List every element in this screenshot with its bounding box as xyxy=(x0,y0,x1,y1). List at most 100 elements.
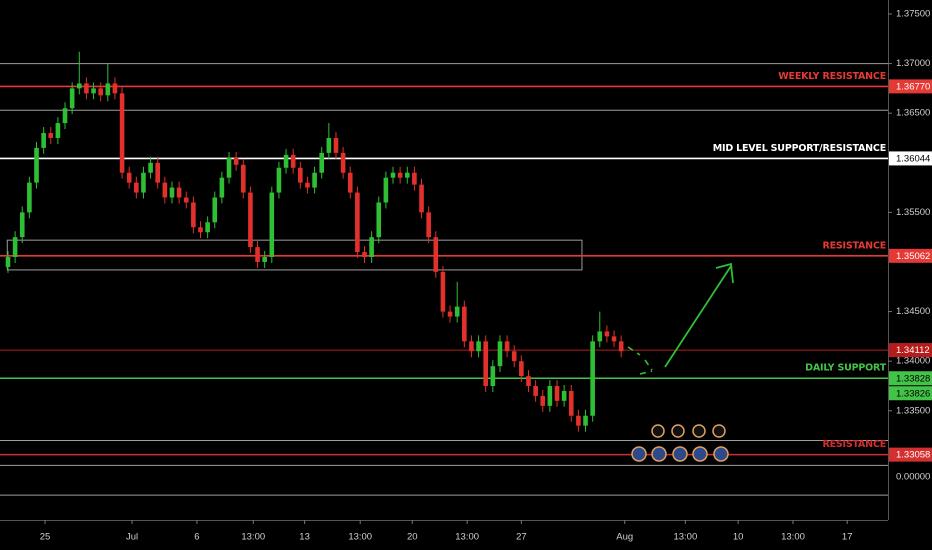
price-label: 1.33826 xyxy=(896,388,930,399)
candle-body xyxy=(426,212,431,238)
price-label-box xyxy=(889,386,932,401)
event-icon xyxy=(672,446,688,462)
candle-body xyxy=(583,415,588,426)
y-tick-label: 1.34500 xyxy=(896,306,930,317)
candle-body xyxy=(590,341,595,416)
candle-body xyxy=(290,154,296,168)
candle-body xyxy=(312,172,317,188)
price-label-box xyxy=(889,447,932,462)
candle-body xyxy=(447,311,453,317)
candle-body xyxy=(355,192,360,253)
candle-body xyxy=(340,152,346,173)
candle-body xyxy=(597,331,603,342)
candle-body xyxy=(48,133,54,138)
price-label-box xyxy=(889,248,932,263)
candle-body xyxy=(419,184,424,213)
candle-body xyxy=(469,341,474,352)
y-tick-label: 1.34000 xyxy=(896,356,930,367)
candle-body xyxy=(155,162,161,183)
candle-body xyxy=(233,157,239,165)
candle-body xyxy=(148,162,153,173)
candle-body xyxy=(462,306,467,342)
candle-body xyxy=(561,390,567,401)
x-tick-label: 27 xyxy=(516,532,527,543)
candle-body xyxy=(134,182,139,193)
x-tick-label: 10 xyxy=(733,532,744,543)
candle-body xyxy=(576,415,581,426)
candle-body xyxy=(191,202,196,228)
arrow-shaft xyxy=(664,265,732,368)
price-label: 1.33058 xyxy=(896,450,930,461)
y-tick-label: 1.36500 xyxy=(896,108,930,119)
candle-body xyxy=(198,227,203,233)
event-icon xyxy=(692,424,706,438)
level-label: MID LEVEL SUPPORT/RESISTANCE xyxy=(713,143,886,154)
candle-body xyxy=(604,331,610,337)
candle-body xyxy=(255,247,260,262)
candle-body xyxy=(84,83,89,94)
price-label: 1.36770 xyxy=(896,81,930,92)
x-tick-label: 25 xyxy=(40,532,51,543)
candle-body xyxy=(483,341,489,386)
level-label: DAILY SUPPORT xyxy=(805,363,887,374)
price-label-box xyxy=(889,371,932,386)
level-label: WEEKLY RESISTANCE xyxy=(778,71,886,82)
y-tick-label: 1.37500 xyxy=(896,9,930,20)
price-label: 1.36044 xyxy=(896,153,930,164)
candle-body xyxy=(176,187,182,198)
candle-body xyxy=(27,182,32,213)
candle-body xyxy=(547,385,553,406)
price-label-box xyxy=(889,79,932,94)
candle-body xyxy=(540,395,546,406)
candle-body xyxy=(76,83,82,89)
candle-body xyxy=(326,137,332,153)
candle-body xyxy=(319,152,325,173)
x-tick-label: 6 xyxy=(194,532,199,543)
arrow-head xyxy=(715,262,734,284)
candle-body xyxy=(333,137,339,153)
candle-body xyxy=(568,390,574,416)
candle-body xyxy=(476,341,481,352)
event-icons xyxy=(631,424,729,462)
candle-body xyxy=(504,341,510,352)
x-tick-label: 20 xyxy=(407,532,418,543)
event-icon xyxy=(651,424,665,438)
candle-body xyxy=(126,172,132,183)
candle-body xyxy=(98,88,103,96)
candle-body xyxy=(376,202,382,238)
candle-body xyxy=(347,172,353,193)
candle-body xyxy=(283,154,289,168)
candle-body xyxy=(412,172,417,185)
x-tick-label: Jul xyxy=(126,532,138,543)
x-tick-label: 13:00 xyxy=(673,532,697,543)
event-icon xyxy=(651,446,667,462)
x-tick-label: 13 xyxy=(299,532,310,543)
candle-body xyxy=(383,177,389,203)
candle-body xyxy=(611,336,617,342)
candle-body xyxy=(497,341,503,367)
x-tick-label: 13:00 xyxy=(781,532,805,543)
indicator-label: 0.00000 xyxy=(896,472,930,483)
candle-body xyxy=(276,167,282,193)
candle-body xyxy=(269,192,275,258)
dashed-arrow xyxy=(627,346,653,375)
candle-body xyxy=(369,237,374,258)
candle-body xyxy=(433,237,439,272)
candle-body xyxy=(34,147,39,183)
candle-body xyxy=(5,257,11,267)
candle-body xyxy=(62,108,68,124)
price-label-box xyxy=(889,343,932,358)
candle-body xyxy=(248,192,253,248)
price-label-box xyxy=(889,151,932,166)
candle-body xyxy=(305,182,310,188)
candle-body xyxy=(112,83,118,94)
candle-body xyxy=(519,361,524,377)
candle-body xyxy=(362,252,367,258)
event-icon xyxy=(671,424,685,438)
candle-body xyxy=(105,83,111,96)
candle-body xyxy=(219,177,225,198)
candle-body xyxy=(526,376,531,386)
price-label: 1.33828 xyxy=(896,373,930,384)
candle-body xyxy=(19,212,25,238)
